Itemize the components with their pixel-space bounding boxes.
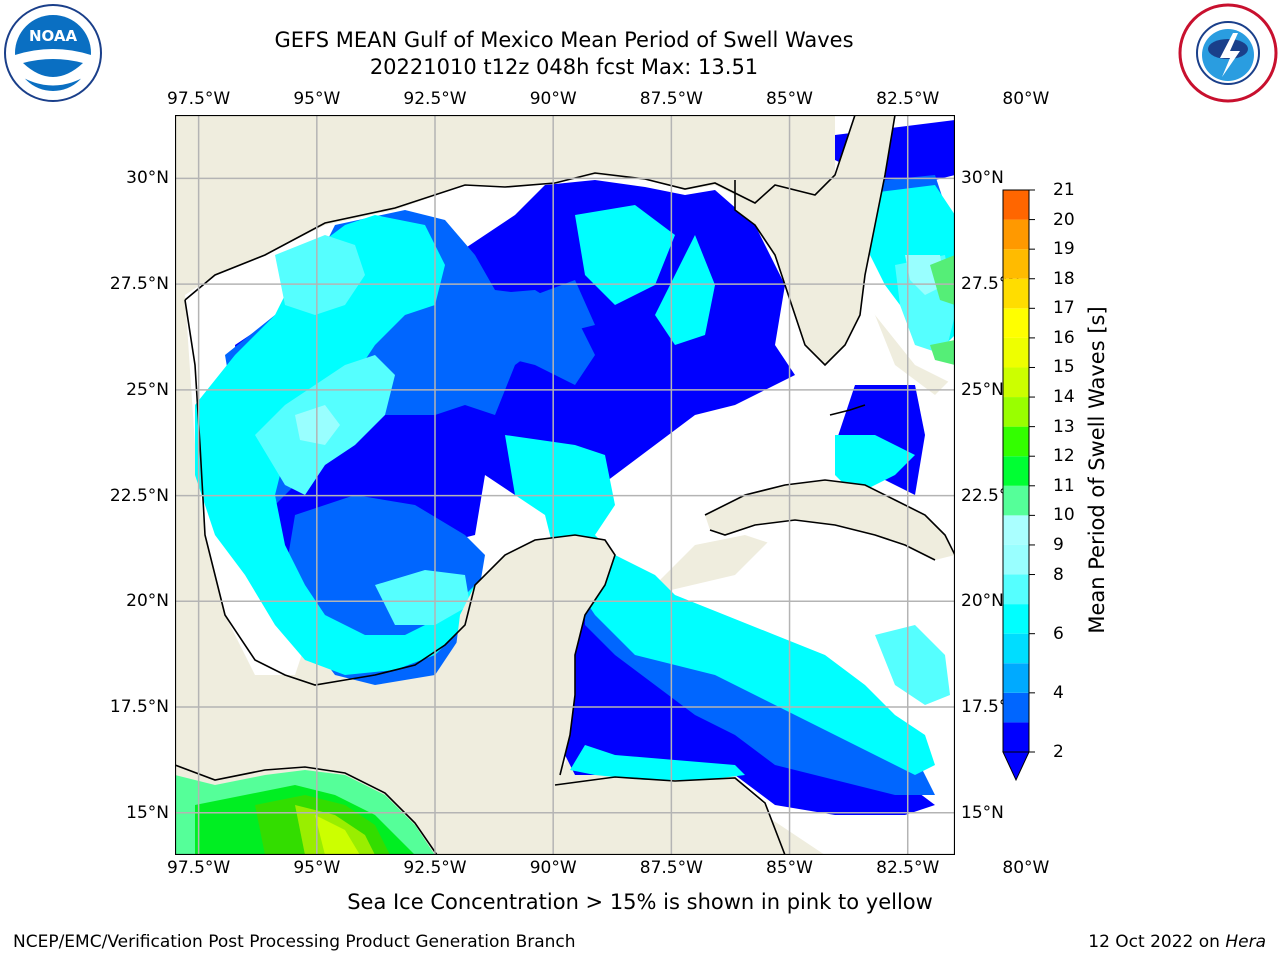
colorbar-segment [1003, 219, 1029, 250]
lat-tick-label-left: 15°N [126, 802, 169, 823]
footer-host: Hera [1225, 932, 1266, 952]
lat-tick-label-left: 20°N [126, 591, 169, 612]
colorbar-tick-label: 16 [1053, 327, 1075, 348]
colorbar-segment [1003, 663, 1029, 693]
colorbar-tick-label: 12 [1053, 446, 1075, 467]
colorbar-tick-label: 11 [1053, 475, 1075, 496]
footer-date: 12 Oct 2022 on Hera [1088, 932, 1266, 952]
lon-tick-label-bottom: 87.5°W [639, 858, 703, 878]
colorbar-segment [1003, 722, 1029, 752]
colorbar-segment [1003, 249, 1029, 279]
lon-tick-label-top: 87.5°W [639, 89, 703, 109]
lat-tick-label-right: 25°N [961, 379, 1004, 400]
footer-organization: NCEP/EMC/Verification Post Processing Pr… [13, 932, 576, 952]
colorbar-segment [1003, 544, 1029, 575]
colorbar-extend-min [1002, 751, 1030, 782]
lon-tick-label-bottom: 80°W [1002, 858, 1050, 878]
swell-fill-9-10 [930, 255, 955, 365]
colorbar-label: Mean Period of Swell Waves [s] [1085, 306, 1109, 634]
lat-tick-label-left: 22.5°N [109, 485, 169, 506]
lon-tick-label-bottom: 95°W [293, 858, 341, 878]
lat-tick-label-left: 17.5°N [109, 697, 169, 717]
colorbar-tick-label: 17 [1053, 298, 1075, 319]
colorbar-tick-label: 8 [1053, 564, 1064, 585]
lon-tick-label-top: 85°W [766, 89, 814, 109]
colorbar-tick-label: 10 [1053, 505, 1075, 526]
colorbar-tick-label: 4 [1053, 682, 1064, 703]
colorbar-tick-label: 19 [1053, 239, 1075, 260]
yucatan-land [455, 535, 615, 785]
colorbar-segment [1003, 367, 1029, 398]
lon-tick-label-top: 95°W [293, 89, 341, 109]
florida-land [735, 115, 895, 365]
sea-ice-note: Sea Ice Concentration > 15% is shown in … [347, 890, 933, 914]
lon-tick-label-bottom: 85°W [766, 858, 814, 878]
colorbar-segment [1003, 456, 1029, 486]
colorbar-tick-label: 14 [1053, 387, 1075, 408]
colorbar-segment [1003, 633, 1029, 664]
chart-title: GEFS MEAN Gulf of Mexico Mean Period of … [274, 28, 854, 52]
lon-tick-label-top: 90°W [529, 89, 577, 109]
lat-tick-label-right: 15°N [961, 802, 1004, 823]
map-frame [175, 115, 955, 855]
colorbar-segment [1003, 485, 1029, 516]
lat-tick-label-left: 25°N [126, 379, 169, 400]
colorbar-segment [1003, 308, 1029, 338]
colorbar-tick-label: 18 [1053, 268, 1075, 289]
lon-tick-label-top: 97.5°W [167, 89, 231, 109]
lon-tick-label-bottom: 82.5°W [876, 858, 940, 878]
noaa-logo: NOAA [4, 4, 102, 102]
colorbar-tick-label: 9 [1053, 534, 1064, 555]
colorbar-tick-label: 6 [1053, 623, 1064, 644]
colorbar-tick-label: 20 [1053, 209, 1075, 230]
svg-text:NOAA: NOAA [29, 27, 78, 45]
colorbar [1002, 189, 1035, 782]
lon-tick-label-bottom: 97.5°W [167, 858, 231, 878]
lon-tick-label-bottom: 90°W [529, 858, 577, 878]
colorbar-segment [1003, 515, 1029, 545]
colorbar-segment [1003, 337, 1029, 368]
lon-tick-label-bottom: 92.5°W [403, 858, 467, 878]
map-plot [175, 115, 955, 855]
lat-tick-label-left: 27.5°N [109, 274, 169, 295]
lon-tick-label-top: 92.5°W [403, 89, 467, 109]
gridlines [175, 115, 955, 855]
eastern-pacific-fills [175, 770, 435, 855]
lon-tick-label-top: 82.5°W [876, 89, 940, 109]
national-weather-service-logo [1178, 3, 1278, 103]
colorbar-frame [1002, 189, 1030, 753]
chart-subtitle: 20221010 t12z 048h fcst Max: 13.51 [369, 55, 759, 79]
colorbar-segment [1003, 278, 1029, 309]
colorbar-segment [1003, 692, 1029, 723]
lat-tick-label-left: 30°N [126, 168, 169, 189]
colorbar-segment [1003, 426, 1029, 457]
coastlines [175, 115, 955, 855]
colorbar-segment [1003, 574, 1029, 605]
lat-tick-label-right: 30°N [961, 168, 1004, 189]
colorbar-segment [1003, 190, 1029, 220]
colorbar-tick-label: 13 [1053, 416, 1075, 437]
colorbar-segment [1003, 604, 1029, 634]
colorbar-segment [1003, 397, 1029, 427]
honduras-land [555, 780, 785, 855]
colorbar-tick-label: 21 [1053, 180, 1075, 200]
lat-tick-label-right: 20°N [961, 591, 1004, 612]
lon-tick-label-top: 80°W [1002, 89, 1050, 109]
footer-date-prefix: 12 Oct 2022 on [1088, 932, 1226, 952]
colorbar-tick-label: 2 [1053, 742, 1064, 762]
colorbar-tick-label: 15 [1053, 357, 1075, 378]
